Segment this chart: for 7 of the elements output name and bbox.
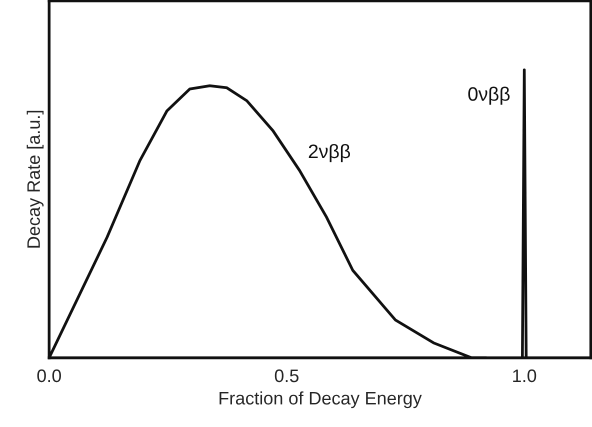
x-tick-label: 1.0: [513, 369, 536, 382]
x-axis-title: Fraction of Decay Energy: [220, 391, 422, 408]
y-axis-title: Decay Rate [a.u.]: [26, 110, 44, 248]
series-label: 2νββ: [308, 144, 350, 162]
x-tick-label: 0.0: [37, 369, 61, 382]
series-label: 0νββ: [468, 86, 510, 105]
x-tick-label: 0.5: [274, 369, 299, 382]
